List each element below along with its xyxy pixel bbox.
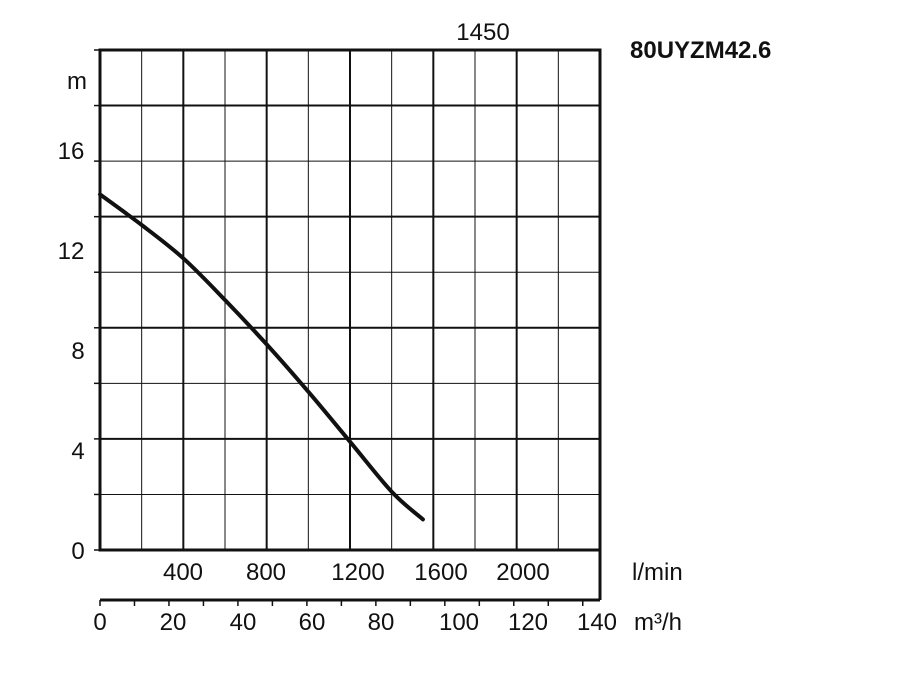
y-axis-label: m — [67, 68, 87, 95]
x-m3h-tick-20: 20 — [160, 609, 187, 636]
x-m3h-tick-60: 60 — [299, 609, 326, 636]
y-tick-8: 8 — [71, 338, 84, 365]
x-lmin-tick-400: 400 — [163, 559, 203, 586]
x-m3h-tick-40: 40 — [230, 609, 257, 636]
head-flow-curve — [98, 192, 425, 522]
x-lmin-tick-1200: 1200 — [331, 559, 384, 586]
x-lmin-tick-2000: 2000 — [496, 559, 549, 586]
x-lmin-tick-800: 800 — [246, 559, 286, 586]
x-m3h-tick-0: 0 — [93, 609, 106, 636]
x-m3h-tick-80: 80 — [368, 609, 395, 636]
x-lmin-tick-1600: 1600 — [414, 559, 467, 586]
y-tick-16: 16 — [58, 138, 85, 165]
y-tick-12: 12 — [58, 238, 85, 265]
x-lmin-unit-label: l/min — [632, 559, 683, 586]
chart-ticks — [94, 49, 584, 606]
chart-title: 80UYZM42.6 — [630, 37, 771, 64]
y-tick-4: 4 — [71, 438, 84, 465]
chart-grid — [100, 50, 600, 550]
x-m3h-unit-label: m³/h — [634, 609, 682, 636]
x-m3h-tick-120: 120 — [508, 609, 548, 636]
x-m3h-tick-140: 140 — [577, 609, 617, 636]
y-tick-0: 0 — [71, 538, 84, 565]
speed-label: 1450 — [456, 19, 509, 46]
plot-frame — [98, 48, 602, 552]
x-m3h-tick-100: 100 — [439, 609, 479, 636]
